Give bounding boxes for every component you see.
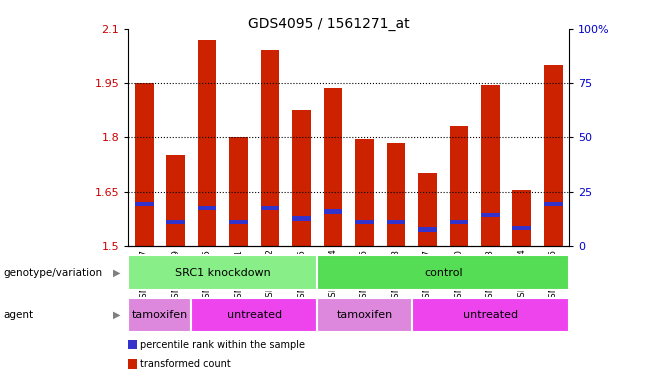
Bar	[449, 220, 468, 224]
Bar	[449, 126, 468, 246]
Bar	[418, 174, 437, 246]
Bar	[135, 83, 153, 246]
Bar	[418, 227, 437, 232]
Text: ▶: ▶	[113, 268, 120, 278]
Bar	[513, 225, 532, 230]
Bar	[386, 143, 405, 246]
Bar	[481, 213, 500, 217]
Bar	[229, 220, 248, 224]
Bar	[261, 50, 280, 246]
Text: tamoxifen: tamoxifen	[336, 310, 393, 320]
Bar	[166, 220, 185, 224]
Bar	[191, 298, 317, 332]
Bar	[544, 65, 563, 246]
Bar	[197, 205, 216, 210]
Bar	[355, 220, 374, 224]
Bar	[292, 110, 311, 246]
Bar	[513, 190, 532, 246]
Text: untreated: untreated	[227, 310, 282, 320]
Bar	[317, 255, 569, 290]
Text: SRC1 knockdown: SRC1 knockdown	[175, 268, 270, 278]
Bar	[229, 137, 248, 246]
Bar	[135, 202, 153, 206]
Bar	[544, 202, 563, 206]
Bar	[292, 217, 311, 221]
Bar	[355, 139, 374, 246]
Bar	[197, 40, 216, 246]
Text: genotype/variation: genotype/variation	[3, 268, 103, 278]
Text: percentile rank within the sample: percentile rank within the sample	[140, 340, 305, 350]
Bar	[386, 220, 405, 224]
Bar	[261, 205, 280, 210]
Bar	[166, 156, 185, 246]
Text: agent: agent	[3, 310, 34, 320]
Bar	[324, 88, 342, 246]
Text: tamoxifen: tamoxifen	[132, 310, 188, 320]
Text: GDS4095 / 1561271_at: GDS4095 / 1561271_at	[248, 17, 410, 31]
Bar	[128, 298, 191, 332]
Bar	[128, 255, 317, 290]
Bar	[317, 298, 412, 332]
Text: control: control	[424, 268, 463, 278]
Text: ▶: ▶	[113, 310, 120, 320]
Bar	[412, 298, 569, 332]
Text: untreated: untreated	[463, 310, 518, 320]
Bar	[481, 85, 500, 246]
Text: transformed count: transformed count	[140, 359, 231, 369]
Bar	[324, 209, 342, 214]
